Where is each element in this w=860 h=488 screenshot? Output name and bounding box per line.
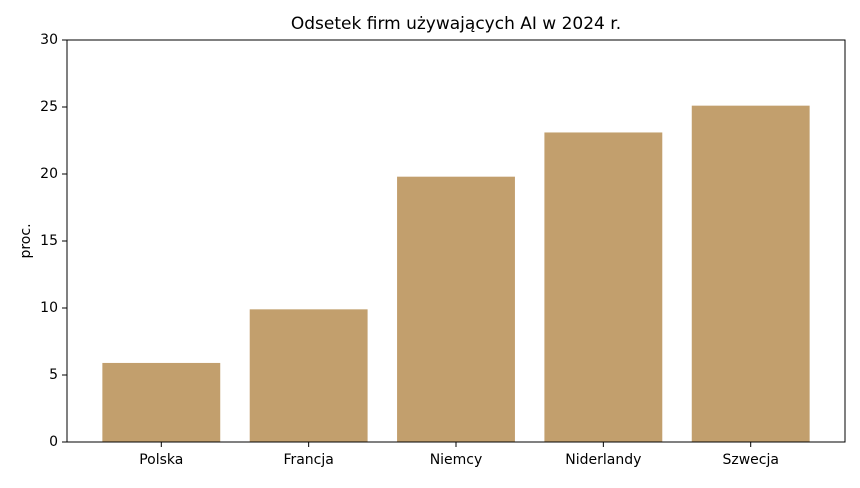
x-tick-label: Francja [283,452,333,468]
y-tick-label: 25 [40,99,58,115]
bar [102,362,221,442]
bar [249,309,368,442]
chart-title: Odsetek firm używających AI w 2024 r. [291,14,621,34]
x-tick-label: Niemcy [430,452,483,468]
plot-frame [66,39,846,443]
x-tick-label: Polska [139,452,183,468]
y-tick-label: 20 [40,166,58,182]
y-axis-label: proc. [18,223,34,258]
y-tick-label: 10 [40,300,58,316]
x-tick-label: Niderlandy [565,452,641,468]
bar [397,176,515,442]
y-tick-label: 30 [40,32,58,48]
y-tick-label: 5 [49,367,58,383]
y-tick-label: 15 [40,233,58,249]
x-tick-label: Szwecja [722,452,778,468]
y-tick-label: 0 [49,434,58,450]
bar [691,105,810,442]
bar [544,132,663,442]
